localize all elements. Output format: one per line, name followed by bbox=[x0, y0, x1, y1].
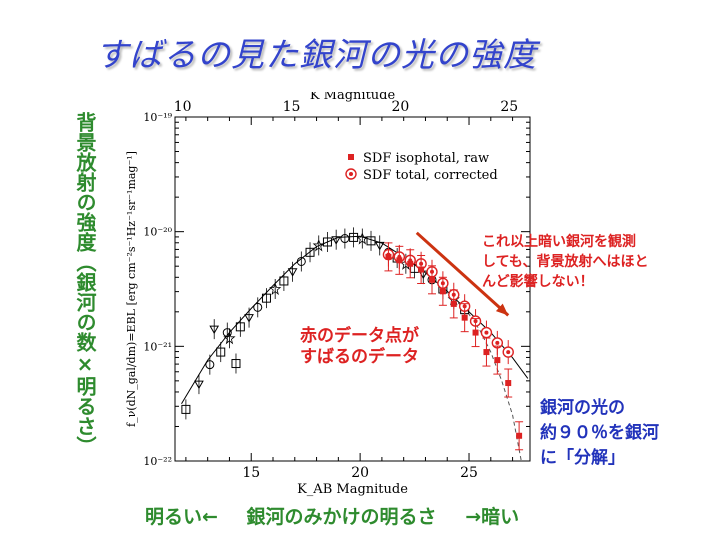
x-tick-label: 15 bbox=[242, 465, 260, 481]
open-circle-marker bbox=[205, 360, 215, 370]
sdf-raw-marker bbox=[450, 300, 457, 307]
open-star-marker bbox=[356, 232, 369, 245]
open-triangle-marker bbox=[374, 241, 385, 251]
top-x-axis-label: K Magnitude bbox=[310, 92, 396, 103]
annotation-line: 赤のデータ点が bbox=[300, 326, 419, 346]
sdf-raw-marker bbox=[439, 288, 446, 295]
annotation-middle: 赤のデータ点が すばるのデータ bbox=[300, 326, 419, 368]
open-square-marker bbox=[305, 247, 315, 257]
bottom-axis-text: 明るい← 銀河のみかけの明るさ →暗い bbox=[145, 502, 541, 529]
faint-label: →暗い bbox=[465, 506, 520, 528]
top-x-tick-label: 20 bbox=[392, 99, 410, 115]
open-triangle-marker bbox=[244, 314, 254, 323]
open-square-marker bbox=[279, 276, 289, 286]
open-star-marker bbox=[223, 332, 236, 345]
x-tick-label: 25 bbox=[460, 465, 478, 481]
y-tick-label: 10⁻¹⁹ bbox=[143, 111, 172, 124]
sdf-raw-marker bbox=[516, 432, 523, 439]
x-tick-label: 20 bbox=[351, 465, 369, 481]
open-circle-marker bbox=[340, 234, 350, 244]
y-tick-label: 10⁻²¹ bbox=[143, 340, 172, 353]
model-curve-dashed bbox=[457, 302, 522, 462]
annotation-line: すばるのデータ bbox=[300, 347, 419, 367]
arrow-head bbox=[495, 303, 509, 316]
top-x-tick-label: 25 bbox=[500, 99, 518, 115]
annotation-top-right: これ以上暗い銀河を観測 しても、背景放射へはほと んど影響しない！ bbox=[482, 232, 648, 292]
sdf-raw-marker bbox=[428, 276, 435, 283]
plot-frame bbox=[174, 116, 531, 462]
sdf-total-marker-dot bbox=[506, 350, 511, 355]
open-square-marker bbox=[231, 359, 241, 369]
sdf-raw-marker bbox=[407, 260, 414, 267]
open-square-marker bbox=[216, 347, 226, 357]
annotation-bottom-right: 銀河の光の 約９０％を銀河 に「分解」 bbox=[540, 396, 659, 471]
sdf-raw-marker bbox=[494, 357, 501, 364]
open-star-marker bbox=[269, 282, 282, 296]
y-side-label: 背景放射の強度（銀河の数×明るさ） bbox=[73, 112, 97, 456]
legend-total-label: SDF total, corrected bbox=[363, 168, 498, 183]
legend-total-marker-dot bbox=[349, 172, 353, 176]
x-axis-label: K_AB Magnitude bbox=[297, 482, 408, 497]
ebl-chart: 15 20 25 10 15 20 25 10⁻²² 10⁻²¹ 10⁻²⁰ 10⁻¹⁹ K_AB M… bbox=[125, 92, 531, 497]
annotation-line: 約９０％を銀河 bbox=[540, 423, 659, 443]
sdf-raw-marker bbox=[385, 253, 392, 260]
y-axis-label: f_ν(dN_gal/dm)=EBL [erg cm⁻²s⁻¹Hz⁻¹sr⁻¹m… bbox=[125, 151, 138, 427]
open-circle-marker bbox=[296, 256, 306, 266]
open-triangle-marker bbox=[287, 268, 298, 277]
open-circle-marker bbox=[222, 328, 232, 338]
open-triangle-marker bbox=[209, 325, 220, 335]
legend-raw-marker bbox=[348, 154, 354, 160]
plot-group: 15 20 25 10 15 20 25 10⁻²² 10⁻²¹ 10⁻²⁰ 10⁻¹⁹ K_AB M… bbox=[125, 92, 531, 497]
open-star-marker bbox=[312, 239, 325, 252]
annotation-line: しても、背景放射へはほと bbox=[482, 254, 649, 270]
page-title: すばるの見た銀河の光の強度 bbox=[95, 35, 537, 74]
annotation-line: 銀河の光の bbox=[540, 398, 625, 418]
top-x-tick-label: 10 bbox=[174, 99, 192, 115]
open-square-marker bbox=[366, 236, 376, 246]
annotation-line: んど影響しない！ bbox=[482, 274, 594, 290]
y-tick-label: 10⁻²² bbox=[143, 455, 172, 468]
open-square-marker bbox=[235, 322, 245, 332]
annotation-line: これ以上暗い銀河を観測 bbox=[482, 234, 636, 250]
open-circle-marker bbox=[253, 302, 263, 312]
sdf-raw-marker bbox=[396, 257, 403, 264]
open-triangle-marker bbox=[194, 380, 204, 390]
top-x-tick-label: 15 bbox=[283, 99, 301, 115]
open-square-marker bbox=[322, 237, 332, 247]
sdf-raw-marker bbox=[483, 349, 490, 356]
open-triangle-marker bbox=[331, 236, 342, 245]
sdf-raw-marker bbox=[418, 266, 425, 273]
sdf-raw-marker bbox=[505, 380, 512, 387]
y-tick-label: 10⁻²⁰ bbox=[143, 226, 172, 239]
sdf-raw-marker bbox=[472, 329, 479, 336]
open-square-marker bbox=[261, 293, 271, 303]
apparent-brightness-label: 銀河のみかけの明るさ bbox=[246, 506, 437, 528]
bright-label: 明るい← bbox=[145, 506, 218, 528]
sdf-raw-marker bbox=[461, 314, 468, 321]
sdf-total-marker-dot bbox=[484, 330, 489, 335]
legend-raw-label: SDF isophotal, raw bbox=[363, 151, 489, 166]
faint-galaxies-arrow bbox=[415, 231, 510, 317]
sdf-total-marker-dot bbox=[495, 340, 500, 345]
open-square-marker bbox=[181, 404, 191, 414]
annotation-line: に「分解」 bbox=[540, 448, 625, 468]
